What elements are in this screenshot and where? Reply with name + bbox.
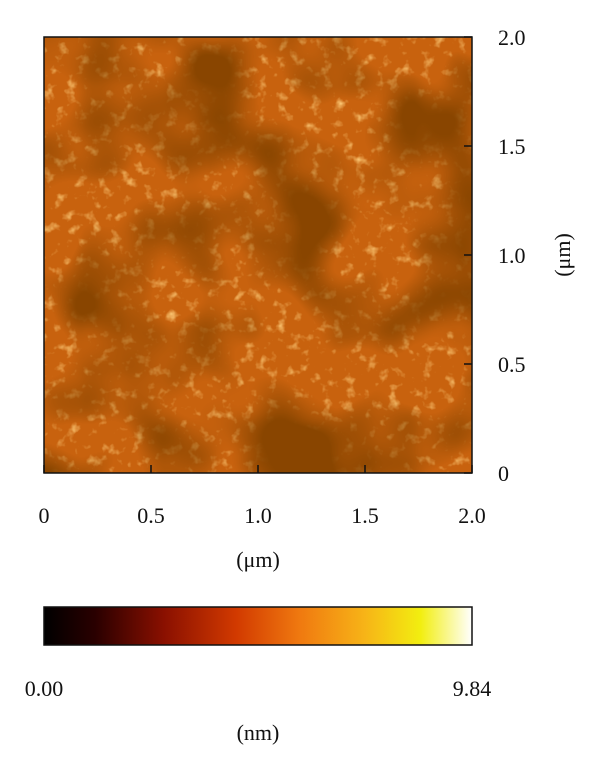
x-tick-label: 0.5 — [137, 503, 165, 528]
colorbar-unit-label: (nm) — [237, 720, 280, 745]
colorbar: 0.00 9.84 (nm) — [25, 606, 492, 745]
y-tick-label: 1.0 — [498, 243, 526, 268]
heatmap — [43, 36, 473, 474]
y-axis-title: (μm) — [550, 233, 575, 277]
y-tick-label: 0.5 — [498, 352, 526, 377]
colorbar-max-label: 9.84 — [453, 676, 492, 701]
y-tick-label: 1.5 — [498, 134, 526, 159]
x-tick-label: 1.5 — [351, 503, 379, 528]
colorbar-min-label: 0.00 — [25, 676, 64, 701]
x-tick-label: 0 — [39, 503, 50, 528]
heatmap-dark-texture — [44, 37, 472, 473]
y-tick-label: 2.0 — [498, 25, 526, 50]
x-tick-label: 2.0 — [458, 503, 486, 528]
y-axis: 0 0.5 1.0 1.5 2.0 — [464, 25, 526, 486]
x-axis-title: (μm) — [236, 547, 280, 572]
y-tick-label: 0 — [498, 461, 509, 486]
colorbar-gradient — [43, 606, 473, 646]
x-axis: 0 0.5 1.0 1.5 2.0 — [39, 465, 486, 528]
x-tick-label: 1.0 — [244, 503, 272, 528]
